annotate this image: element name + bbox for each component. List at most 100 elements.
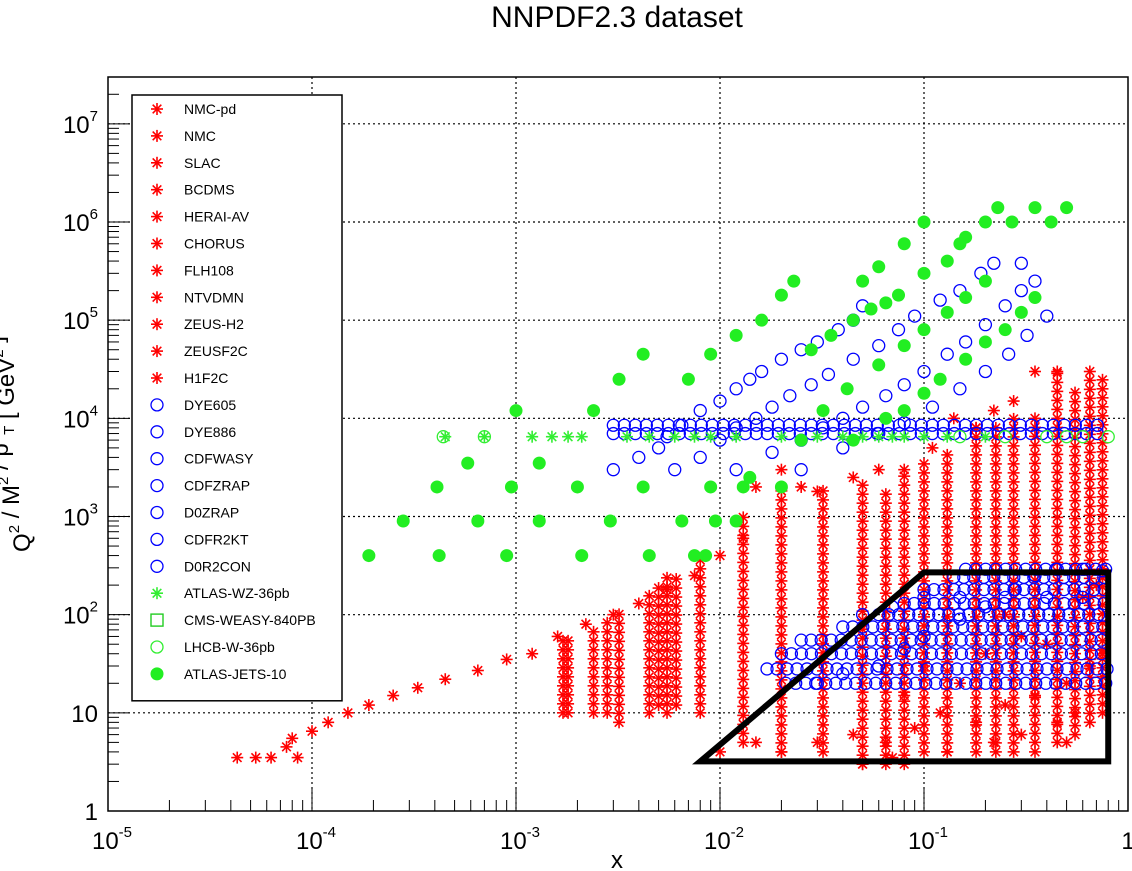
data-point bbox=[500, 653, 513, 666]
data-point bbox=[1077, 596, 1091, 611]
star-stroke bbox=[1084, 375, 1095, 386]
data-point bbox=[864, 302, 878, 316]
series bbox=[439, 430, 992, 443]
star-stroke bbox=[1084, 510, 1095, 521]
legend-entry: ZEUS-H2 bbox=[151, 316, 244, 332]
star-stroke bbox=[1052, 395, 1063, 406]
data-point bbox=[1082, 608, 1096, 622]
data-point bbox=[1028, 475, 1041, 488]
star-stroke bbox=[653, 610, 664, 620]
star-stroke bbox=[563, 698, 573, 709]
data-point bbox=[1007, 691, 1020, 704]
star-stroke bbox=[857, 741, 868, 752]
star-stroke bbox=[990, 441, 1001, 451]
star-stroke bbox=[899, 732, 910, 743]
legend-entry: BCDMS bbox=[151, 182, 235, 198]
data-point bbox=[897, 596, 911, 611]
data-point bbox=[892, 426, 906, 441]
star-stroke bbox=[971, 459, 981, 469]
data-point bbox=[396, 514, 410, 528]
data-point bbox=[978, 215, 992, 229]
legend-entry: NMC bbox=[151, 128, 216, 144]
star-stroke bbox=[899, 579, 910, 590]
star-stroke bbox=[614, 663, 624, 674]
tick-label-base: 10 bbox=[71, 701, 98, 728]
tick-label-base: 1 bbox=[85, 799, 98, 826]
data-point bbox=[809, 676, 823, 690]
star-stroke bbox=[990, 522, 1001, 532]
data-point bbox=[562, 661, 575, 674]
data-point bbox=[941, 718, 954, 731]
star-stroke bbox=[990, 711, 1001, 721]
star-stroke bbox=[614, 717, 624, 728]
data-point bbox=[872, 260, 886, 274]
data-point bbox=[1002, 418, 1016, 432]
star-stroke bbox=[614, 654, 624, 665]
star-stroke bbox=[1097, 473, 1108, 484]
star-stroke bbox=[1052, 728, 1063, 739]
star-stroke bbox=[644, 662, 655, 673]
data-point bbox=[917, 386, 931, 400]
star-stroke bbox=[1030, 747, 1040, 757]
data-point bbox=[989, 448, 1002, 461]
y-axis-label-part: 2 bbox=[6, 525, 23, 533]
star-stroke bbox=[857, 714, 868, 725]
data-point bbox=[775, 430, 788, 443]
star-stroke bbox=[614, 636, 624, 647]
data-point bbox=[1034, 647, 1049, 661]
data-point bbox=[879, 722, 892, 735]
data-point bbox=[1092, 608, 1106, 622]
data-point bbox=[504, 480, 518, 494]
data-point bbox=[1028, 412, 1041, 425]
star-stroke bbox=[152, 265, 162, 276]
star-stroke bbox=[671, 700, 682, 710]
star-stroke bbox=[644, 626, 655, 637]
data-point bbox=[979, 676, 993, 690]
star-stroke bbox=[644, 689, 655, 700]
star-stroke bbox=[1084, 474, 1095, 485]
data-point bbox=[749, 426, 763, 441]
data-point bbox=[1083, 491, 1096, 504]
legend-label: NMC-pd bbox=[184, 101, 236, 117]
star-stroke bbox=[776, 504, 787, 514]
data-point bbox=[1074, 633, 1088, 647]
star-stroke bbox=[588, 635, 599, 646]
data-point bbox=[1012, 608, 1026, 622]
data-point bbox=[1028, 736, 1041, 749]
star-stroke bbox=[614, 708, 624, 719]
data-point bbox=[856, 430, 869, 443]
data-point bbox=[962, 608, 976, 622]
star-stroke bbox=[942, 459, 953, 469]
star-stroke bbox=[857, 570, 868, 581]
data-point bbox=[613, 626, 626, 639]
star-stroke bbox=[250, 752, 261, 763]
star-stroke bbox=[942, 522, 953, 532]
data-point bbox=[991, 418, 1005, 432]
star-stroke bbox=[1070, 495, 1080, 506]
star-stroke bbox=[980, 431, 991, 442]
star-stroke bbox=[695, 581, 706, 592]
legend-entry: CMS-WEASY-840PB bbox=[150, 612, 316, 628]
star-stroke bbox=[1030, 593, 1040, 604]
star-stroke bbox=[1097, 482, 1108, 493]
legend-entry: D0ZRAP bbox=[150, 505, 239, 521]
data-point bbox=[817, 691, 830, 704]
data-point bbox=[958, 335, 973, 349]
data-point bbox=[579, 618, 592, 631]
star-stroke bbox=[971, 702, 981, 712]
series bbox=[231, 365, 1109, 771]
legend-entry: NMC-pd bbox=[151, 101, 236, 117]
y-tick-label: 1 bbox=[85, 799, 98, 826]
data-point bbox=[980, 662, 994, 676]
star-stroke bbox=[671, 610, 682, 620]
data-point bbox=[471, 664, 484, 677]
data-point bbox=[775, 727, 788, 740]
data-point bbox=[736, 480, 750, 494]
legend-label: ZEUSF2C bbox=[184, 343, 248, 359]
star-stroke bbox=[1030, 701, 1040, 712]
data-point bbox=[1014, 305, 1028, 319]
data-point bbox=[814, 633, 828, 647]
star-stroke bbox=[576, 431, 587, 442]
y-tick-label: 102 bbox=[63, 599, 98, 630]
data-point bbox=[941, 484, 954, 497]
